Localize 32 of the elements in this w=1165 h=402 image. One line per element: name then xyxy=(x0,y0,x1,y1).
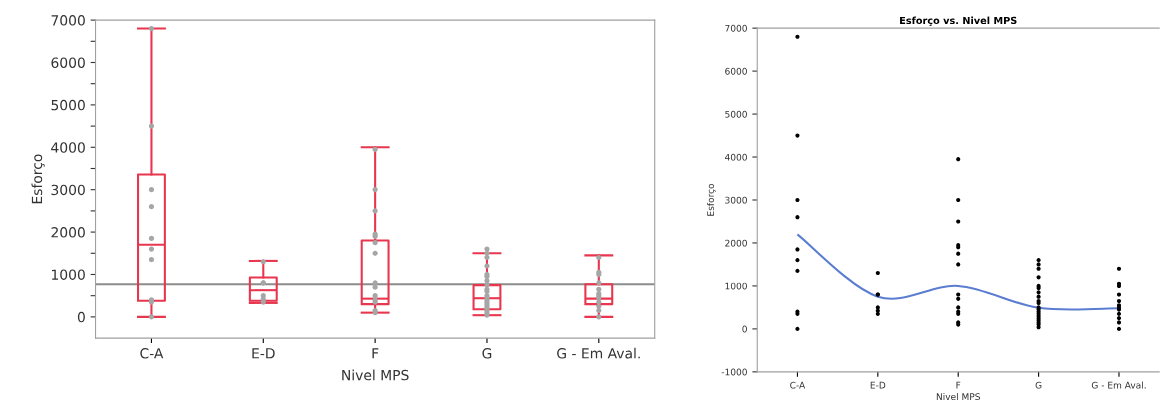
y-tick-label: 2000 xyxy=(51,227,85,238)
y-tick-label: 1000 xyxy=(725,282,747,290)
x-tick-label: G xyxy=(482,348,492,359)
y-tick-label: -1000 xyxy=(721,368,747,376)
y-axis-title: Esforço xyxy=(707,183,716,216)
x-tick-label: F xyxy=(956,381,961,389)
x-tick-label: E-D xyxy=(870,381,886,389)
x-tick-label: G xyxy=(1035,381,1042,389)
y-tick-label: 5000 xyxy=(51,99,85,111)
y-axis-title: Esforço xyxy=(31,154,45,204)
y-tick-label: 3000 xyxy=(51,184,85,196)
y-tick-label: 4000 xyxy=(724,153,747,161)
y-tick-label: 5000 xyxy=(725,110,747,118)
y-tick-label: 4000 xyxy=(51,142,85,153)
y-tick-label: 7000 xyxy=(725,24,747,32)
x-axis-title: Nivel MPS xyxy=(342,369,409,381)
x-tick-label: C-A xyxy=(790,381,806,389)
chart-title: Esforço vs. Nivel MPS xyxy=(900,16,1017,26)
y-tick-label: 3000 xyxy=(725,196,747,204)
y-tick-label: 1000 xyxy=(51,269,85,280)
x-tick-label: C-A xyxy=(140,348,164,359)
x-tick-label: F xyxy=(372,348,379,359)
x-tick-label: G - Em Aval. xyxy=(1091,381,1146,389)
y-tick-label: 7000 xyxy=(51,15,85,26)
y-tick-label: 0 xyxy=(77,311,85,323)
x-tick-label: G - Em Aval. xyxy=(557,347,640,359)
y-tick-label: 6000 xyxy=(725,67,747,75)
y-tick-label: 0 xyxy=(742,325,747,333)
y-tick-label: 2000 xyxy=(725,239,747,247)
y-tick-label: 6000 xyxy=(51,57,85,68)
x-tick-label: E-D xyxy=(252,348,275,359)
x-axis-title: Nivel MPS xyxy=(936,393,980,401)
